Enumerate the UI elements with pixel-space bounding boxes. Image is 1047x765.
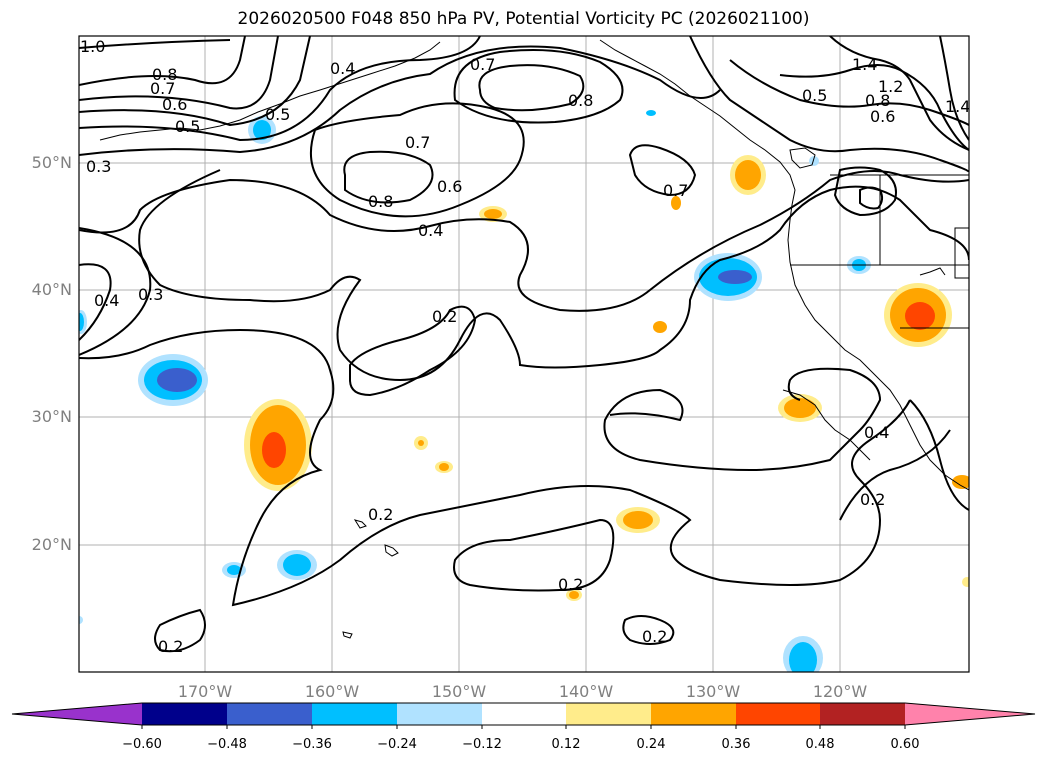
contour-label: 0.2 [368, 505, 393, 524]
lon-label: 150°W [431, 682, 487, 701]
contour-label: 0.3 [86, 157, 111, 176]
gridlines [79, 36, 969, 672]
contour-labels: 1.0 0.8 0.7 0.6 0.5 0.4 0.5 0.3 0.7 0.8 … [80, 37, 970, 656]
colorbar-cell [142, 703, 227, 725]
colorbar-tick-label: −0.48 [207, 737, 247, 752]
colorbar-tick-label: −0.12 [462, 737, 502, 752]
colorbar-extend-min [12, 703, 142, 725]
colorbar-cell [397, 703, 482, 725]
colorbar-cell [566, 703, 651, 725]
lat-label: 20°N [31, 535, 72, 554]
pv-anomaly-fills [79, 110, 969, 672]
colorbar-tick-label: 0.12 [551, 737, 581, 752]
lon-label: 140°W [558, 682, 614, 701]
contour-label: 0.4 [330, 59, 355, 78]
contour-label: 0.2 [860, 490, 885, 509]
colorbar-cell [736, 703, 820, 725]
colorbar-tick-label: 0.60 [890, 737, 920, 752]
colorbar-cell [312, 703, 397, 725]
pv-contours [79, 36, 969, 653]
contour-label: 0.7 [405, 133, 430, 152]
contour-label: 0.8 [865, 91, 890, 110]
colorbar-extend-max [905, 703, 1035, 725]
map-title: 2026020500 F048 850 hPa PV, Potential Vo… [237, 9, 810, 29]
lon-label: 130°W [685, 682, 741, 701]
contour-label: 1.0 [80, 37, 105, 56]
contour-label: 0.7 [470, 55, 495, 74]
map-plot-area: 1.0 0.8 0.7 0.6 0.5 0.4 0.5 0.3 0.7 0.8 … [79, 36, 970, 672]
contour-label: 0.2 [558, 575, 583, 594]
lat-label: 50°N [31, 153, 72, 172]
contour-label: 0.6 [437, 177, 462, 196]
contour-label: 0.4 [864, 423, 889, 442]
plot-frame [78, 35, 970, 673]
contour-label: 0.6 [162, 95, 187, 114]
colorbar-tick-label: −0.24 [377, 737, 417, 752]
lat-label: 30°N [31, 407, 72, 426]
contour-label: 1.2 [878, 77, 903, 96]
colorbar-tick-label: 0.36 [721, 737, 751, 752]
colorbar [11, 702, 1036, 729]
contour-label: 0.5 [175, 117, 200, 136]
contour-label: 0.7 [663, 181, 688, 200]
lat-label: 40°N [31, 280, 72, 299]
lon-label: 120°W [812, 682, 868, 701]
lon-label: 160°W [304, 682, 360, 701]
coastlines [99, 39, 969, 639]
contour-label: 0.5 [265, 105, 290, 124]
contour-label: 0.5 [802, 86, 827, 105]
colorbar-cell [482, 703, 566, 725]
contour-label: 0.3 [138, 285, 163, 304]
contour-label: 0.8 [152, 65, 177, 84]
colorbar-tick-label: 0.24 [636, 737, 666, 752]
contour-label: 0.8 [568, 91, 593, 110]
contour-label: 1.4 [852, 55, 877, 74]
colorbar-tick-label: 0.48 [805, 737, 835, 752]
contour-label: 0.2 [432, 307, 457, 326]
colorbar-cell [651, 703, 736, 725]
contour-label: 0.7 [150, 79, 175, 98]
contour-label: 0.6 [870, 107, 895, 126]
contour-label: 1.4 [945, 97, 970, 116]
colorbar-tick-label: −0.36 [292, 737, 332, 752]
contour-label: 0.4 [94, 291, 119, 310]
contour-label: 0.4 [418, 221, 443, 240]
colorbar-cell [227, 703, 312, 725]
contour-label: 0.2 [642, 627, 667, 646]
colorbar-cell [820, 703, 905, 725]
contour-label: 0.2 [158, 637, 183, 656]
lon-label: 170°W [177, 682, 233, 701]
colorbar-tick-label: −0.60 [122, 737, 162, 752]
contour-label: 0.8 [368, 192, 393, 211]
